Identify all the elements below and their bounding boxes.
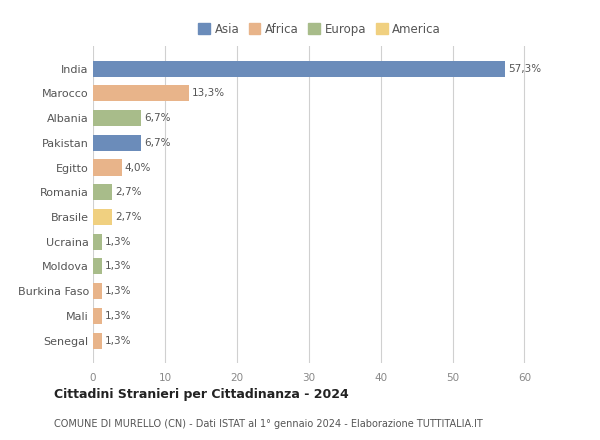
Text: COMUNE DI MURELLO (CN) - Dati ISTAT al 1° gennaio 2024 - Elaborazione TUTTITALIA: COMUNE DI MURELLO (CN) - Dati ISTAT al 1… xyxy=(54,419,483,429)
Bar xyxy=(93,283,103,299)
Bar xyxy=(93,110,141,126)
Text: 1,3%: 1,3% xyxy=(105,261,132,271)
Bar xyxy=(93,85,188,101)
Bar xyxy=(93,61,505,77)
Bar xyxy=(93,258,103,275)
Bar xyxy=(93,184,112,200)
Bar xyxy=(93,234,103,250)
Text: 1,3%: 1,3% xyxy=(105,286,132,296)
Bar xyxy=(93,308,103,324)
Text: 13,3%: 13,3% xyxy=(191,88,224,99)
Text: 1,3%: 1,3% xyxy=(105,237,132,247)
Bar xyxy=(93,333,103,348)
Text: 2,7%: 2,7% xyxy=(115,212,142,222)
Text: 1,3%: 1,3% xyxy=(105,336,132,345)
Bar xyxy=(93,135,141,151)
Text: 2,7%: 2,7% xyxy=(115,187,142,197)
Text: 6,7%: 6,7% xyxy=(144,113,170,123)
Text: Cittadini Stranieri per Cittadinanza - 2024: Cittadini Stranieri per Cittadinanza - 2… xyxy=(54,388,349,401)
Text: 57,3%: 57,3% xyxy=(508,64,541,73)
Text: 6,7%: 6,7% xyxy=(144,138,170,148)
Text: 4,0%: 4,0% xyxy=(125,162,151,172)
Bar xyxy=(93,159,122,176)
Text: 1,3%: 1,3% xyxy=(105,311,132,321)
Bar xyxy=(93,209,112,225)
Legend: Asia, Africa, Europa, America: Asia, Africa, Europa, America xyxy=(196,20,443,38)
